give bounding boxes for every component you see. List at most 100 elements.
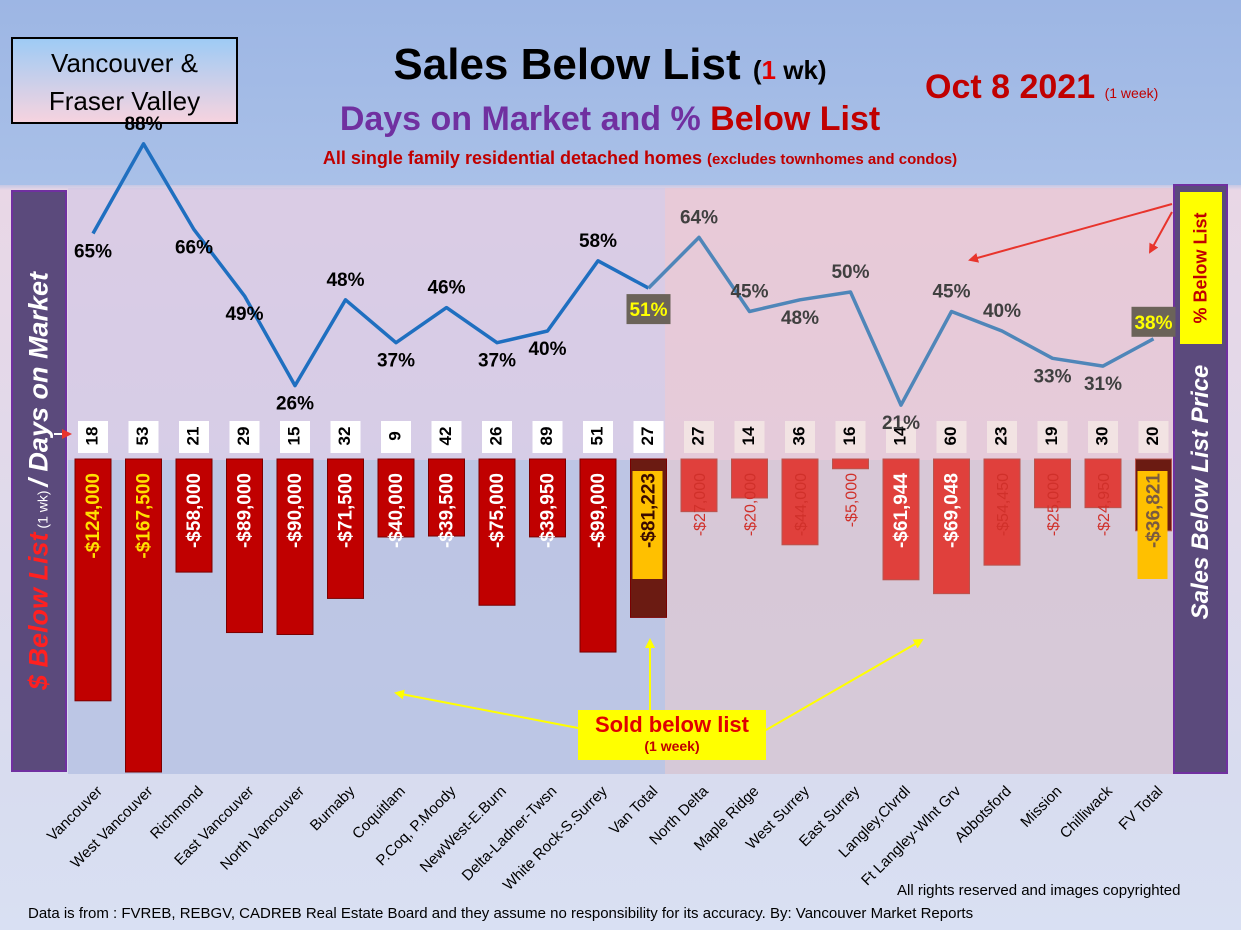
category-label-20: Chilliwack bbox=[1057, 782, 1117, 842]
bar-16 bbox=[882, 458, 920, 581]
pct-label-14: 48% bbox=[781, 308, 819, 329]
date-text: Oct 8 2021 bbox=[925, 68, 1096, 106]
bar-value-group-17: -$69,048 bbox=[942, 473, 963, 548]
bar-value-group-7: -$39,500 bbox=[437, 473, 458, 548]
bar-value-group-5: -$71,500 bbox=[336, 473, 357, 548]
bar-value-group-18: -$54,450 bbox=[995, 473, 1012, 536]
bar-value-label-5: -$71,500 bbox=[336, 473, 357, 548]
bar-value-label-12: -$27,000 bbox=[692, 473, 709, 536]
title-main: Sales Below List bbox=[393, 40, 741, 89]
bar-20 bbox=[1084, 458, 1122, 509]
category-label-5: Burnaby bbox=[307, 782, 359, 834]
dom-box-4 bbox=[280, 421, 310, 453]
pct-label-2: 66% bbox=[175, 238, 213, 259]
subtitle-red: Below List bbox=[710, 100, 881, 138]
pct-label-5: 48% bbox=[326, 270, 364, 291]
bar-value-group-12: -$27,000 bbox=[692, 473, 709, 536]
bar-value-group-8: -$75,000 bbox=[487, 473, 508, 548]
region-text: Vancouver & Fraser Valley bbox=[48, 48, 201, 116]
date-note: (1 week) bbox=[1104, 85, 1159, 101]
pct-label-21: 38% bbox=[1134, 313, 1172, 334]
bar-value-group-20: -$24,950 bbox=[1096, 473, 1113, 536]
dom-label-4: 15 bbox=[284, 427, 303, 446]
dom-box-11 bbox=[633, 421, 664, 453]
dom-label-8: 26 bbox=[486, 427, 505, 446]
bar-value-group-15: -$5,000 bbox=[844, 473, 861, 527]
region-label: Vancouver & Fraser Valley bbox=[11, 37, 238, 124]
subnote-small: (excludes townhomes and condos) bbox=[707, 151, 958, 168]
bar-2 bbox=[175, 458, 213, 573]
bar-value-group-1: -$167,500 bbox=[134, 473, 155, 559]
pct-label-20: 31% bbox=[1084, 374, 1122, 395]
bar-value-label-4: -$90,000 bbox=[285, 473, 306, 548]
sold-below-callout: Sold below list (1 week) bbox=[578, 710, 766, 760]
bar-value-label-8: -$75,000 bbox=[487, 473, 508, 548]
title-paren-unit: wk) bbox=[776, 55, 827, 85]
category-label-8: NewWest-E.Burn bbox=[417, 783, 510, 876]
category-label-19: Mission bbox=[1017, 783, 1065, 831]
pct-label-17: 45% bbox=[932, 282, 970, 303]
bar-17 bbox=[933, 458, 970, 595]
dom-label-7: 42 bbox=[436, 427, 455, 446]
bar-value-label-16: -$61,944 bbox=[891, 473, 912, 548]
dom-box-14 bbox=[785, 421, 815, 453]
dom-label-5: 32 bbox=[335, 427, 354, 446]
bar-value-label-2: -$58,000 bbox=[184, 473, 205, 548]
dom-label-0: 18 bbox=[82, 427, 101, 446]
dom-label-14: 36 bbox=[789, 427, 808, 446]
pct-label-6: 37% bbox=[377, 351, 415, 372]
bar-value-group-0: -$124,000 bbox=[83, 473, 104, 559]
bar-value-label-11: -$81,223 bbox=[639, 473, 660, 548]
dom-box-5 bbox=[330, 421, 361, 453]
pct-arrow-line-1 bbox=[968, 203, 1173, 263]
dom-label-11: 27 bbox=[638, 427, 657, 446]
bar-9 bbox=[529, 458, 566, 538]
pct-label-19: 33% bbox=[1033, 366, 1071, 387]
bar-4 bbox=[276, 458, 314, 635]
dom-box-1 bbox=[128, 421, 159, 453]
dom-box-2 bbox=[179, 421, 209, 453]
callout-line2: (1 week) bbox=[644, 738, 700, 754]
dom-box-13 bbox=[734, 421, 765, 453]
dom-box-20 bbox=[1088, 421, 1118, 453]
report-date: Oct 8 2021 (1 week) bbox=[925, 68, 1158, 107]
bar-value-group-6: -$40,000 bbox=[386, 473, 407, 548]
pct-arrow-line-2 bbox=[1149, 211, 1173, 254]
bar-value-label-13: -$20,000 bbox=[743, 473, 760, 536]
dom-box-18 bbox=[987, 421, 1017, 453]
bar-value-group-4: -$90,000 bbox=[285, 473, 306, 548]
pct-label-9: 40% bbox=[528, 339, 566, 360]
dom-label-19: 19 bbox=[1042, 427, 1061, 446]
bar-value-label-6: -$40,000 bbox=[386, 473, 407, 548]
dom-label-2: 21 bbox=[183, 427, 202, 446]
bar-value-label-0: -$124,000 bbox=[83, 473, 104, 559]
bar-12 bbox=[680, 458, 718, 513]
dom-label-18: 23 bbox=[991, 427, 1010, 446]
bar-value-group-19: -$25,000 bbox=[1046, 473, 1063, 536]
bar-value-label-17: -$69,048 bbox=[942, 473, 963, 548]
title-paren-num: 1 bbox=[761, 55, 777, 85]
bar-5 bbox=[327, 458, 364, 599]
pct-label-10: 58% bbox=[579, 231, 617, 252]
category-label-9: Delta-Ladner-Twsn bbox=[459, 783, 561, 885]
bar-value-group-13: -$20,000 bbox=[743, 473, 760, 536]
dom-label-1: 53 bbox=[133, 427, 152, 446]
dom-box-10 bbox=[583, 421, 613, 453]
callout-line1: Sold below list bbox=[594, 712, 749, 737]
pct-label-0: 65% bbox=[74, 242, 112, 263]
bar-value-group-3: -$89,000 bbox=[235, 473, 256, 548]
chart-subnote: All single family residential detached h… bbox=[210, 148, 1070, 169]
pct-total-box-11 bbox=[626, 294, 671, 325]
callout-arrow-right bbox=[765, 639, 924, 731]
bar-value-group-9: -$39,950 bbox=[538, 473, 559, 548]
pct-label-15: 50% bbox=[831, 262, 869, 283]
dom-label-12: 27 bbox=[688, 427, 707, 446]
dom-box-9 bbox=[532, 421, 563, 453]
bar-3 bbox=[226, 458, 263, 634]
bar-value-highlight-11 bbox=[632, 471, 663, 579]
bar-6 bbox=[377, 458, 415, 538]
pct-label-13: 45% bbox=[730, 282, 768, 303]
bar-7 bbox=[428, 458, 465, 537]
dom-label-15: 16 bbox=[840, 427, 859, 446]
